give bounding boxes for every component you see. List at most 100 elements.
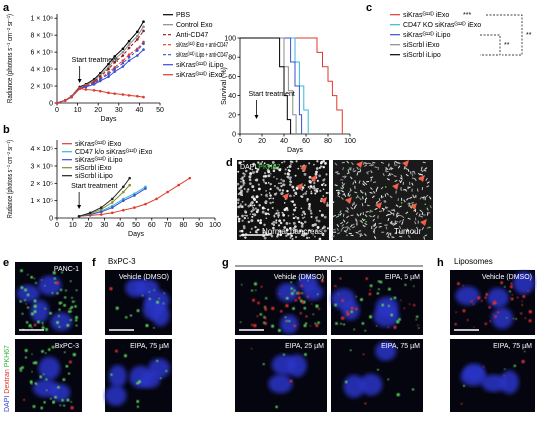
legend-label: siScrbl iLipo — [403, 52, 441, 59]
nucleus — [272, 169, 276, 173]
nucleus — [257, 183, 260, 186]
cell-streak — [364, 197, 368, 201]
nucleus — [288, 169, 291, 173]
cell-streak — [414, 178, 417, 182]
cell-streak — [348, 194, 351, 198]
cell-streak — [401, 215, 405, 219]
dextran-spot — [251, 323, 254, 327]
nucleus — [255, 229, 258, 233]
nucleus — [279, 222, 283, 225]
nucleus — [240, 178, 242, 180]
cell-streak — [360, 220, 364, 224]
nucleus — [324, 161, 327, 165]
image-label: Normal pancreas — [262, 227, 323, 236]
legend-label: siKrasᴳ¹²ᴰ iExo + anti-CD47 — [176, 42, 228, 49]
dextran-spot — [417, 324, 419, 327]
nucleus — [313, 185, 316, 188]
nucleus — [244, 210, 247, 213]
dextran-spot — [305, 315, 308, 318]
nucleus — [253, 204, 256, 207]
nucleus — [301, 186, 305, 189]
pkh67-spot — [66, 398, 70, 402]
nucleus — [241, 194, 244, 197]
pkh67-spot — [381, 303, 385, 307]
nucleus — [302, 193, 305, 196]
nucleus — [310, 190, 313, 193]
cell-streak — [376, 200, 380, 204]
cell-streak — [387, 173, 391, 177]
pkh67-spot — [42, 373, 45, 376]
cell-streak — [359, 219, 363, 223]
cell-streak — [390, 167, 394, 170]
pkh67-spot — [148, 297, 152, 301]
pkh67-spot — [30, 275, 34, 279]
cell-streak — [386, 178, 390, 181]
cell-streak — [335, 215, 340, 218]
pkh67-spot — [314, 322, 317, 325]
nucleus — [304, 232, 308, 236]
x-axis-label: Days — [101, 116, 117, 123]
x-tick-label: 20 — [94, 107, 102, 114]
stain-label: DAPI PKH67 — [240, 164, 281, 171]
data-point — [121, 65, 125, 68]
nucleus — [306, 199, 309, 202]
nucleus — [308, 229, 311, 232]
nucleus — [314, 235, 316, 238]
dextran-spot — [413, 304, 416, 307]
nucleus — [307, 207, 311, 210]
nucleus — [292, 227, 296, 230]
dextran-spot — [520, 312, 523, 315]
cell-streak — [358, 233, 362, 235]
data-point — [142, 20, 145, 23]
nucleus — [315, 167, 319, 170]
nucleus — [263, 180, 265, 183]
nucleus — [243, 182, 246, 185]
pkh67-spot — [301, 292, 304, 295]
series-line — [78, 177, 131, 217]
cell-streak — [351, 162, 354, 166]
nucleus — [331, 288, 356, 310]
nucleus — [252, 189, 256, 192]
cell-streak — [362, 162, 366, 166]
nucleus — [325, 192, 328, 194]
nucleus — [303, 184, 306, 187]
pkh67-spot — [43, 401, 46, 404]
nucleus — [272, 201, 274, 204]
cell-streak — [332, 214, 336, 218]
cell-streak — [419, 215, 424, 218]
pointer-arrowhead — [356, 161, 363, 168]
cell-streak — [405, 173, 409, 177]
pkh67-spot — [58, 308, 61, 311]
dextran-spot — [482, 366, 485, 368]
image-label: EIPA, 75 µM — [493, 343, 532, 350]
legend-label: CD47 KO siKrasᴳ¹²ᴰ iExo — [403, 22, 481, 29]
dextran-spot — [514, 318, 517, 321]
dextran-spot — [521, 300, 523, 303]
nucleus — [239, 234, 242, 237]
x-tick-label: 80 — [180, 222, 188, 229]
series-line — [240, 37, 297, 134]
pkh67-spot — [34, 281, 37, 284]
cell-streak — [372, 214, 376, 218]
nucleus — [314, 192, 317, 195]
nucleus — [242, 179, 245, 182]
data-point — [113, 61, 116, 64]
significance-bracket — [486, 14, 523, 56]
pointer-arrowhead — [345, 197, 352, 204]
cell-streak — [415, 226, 419, 230]
cell-streak — [341, 223, 345, 227]
nucleus — [292, 221, 296, 225]
panel-label: c — [366, 2, 372, 14]
cell-streak — [400, 187, 403, 192]
x-tick-label: 70 — [164, 222, 172, 229]
pkh67-spot — [72, 353, 76, 357]
cell-streak — [345, 221, 349, 225]
nucleus — [247, 188, 250, 191]
nucleus — [294, 225, 297, 228]
nucleus — [272, 220, 276, 224]
image-label: EIPA, 25 µM — [285, 343, 324, 350]
cell-streak — [418, 213, 421, 217]
cell-streak — [402, 218, 405, 222]
nucleus — [237, 192, 240, 196]
pkh67-spot — [282, 353, 285, 356]
